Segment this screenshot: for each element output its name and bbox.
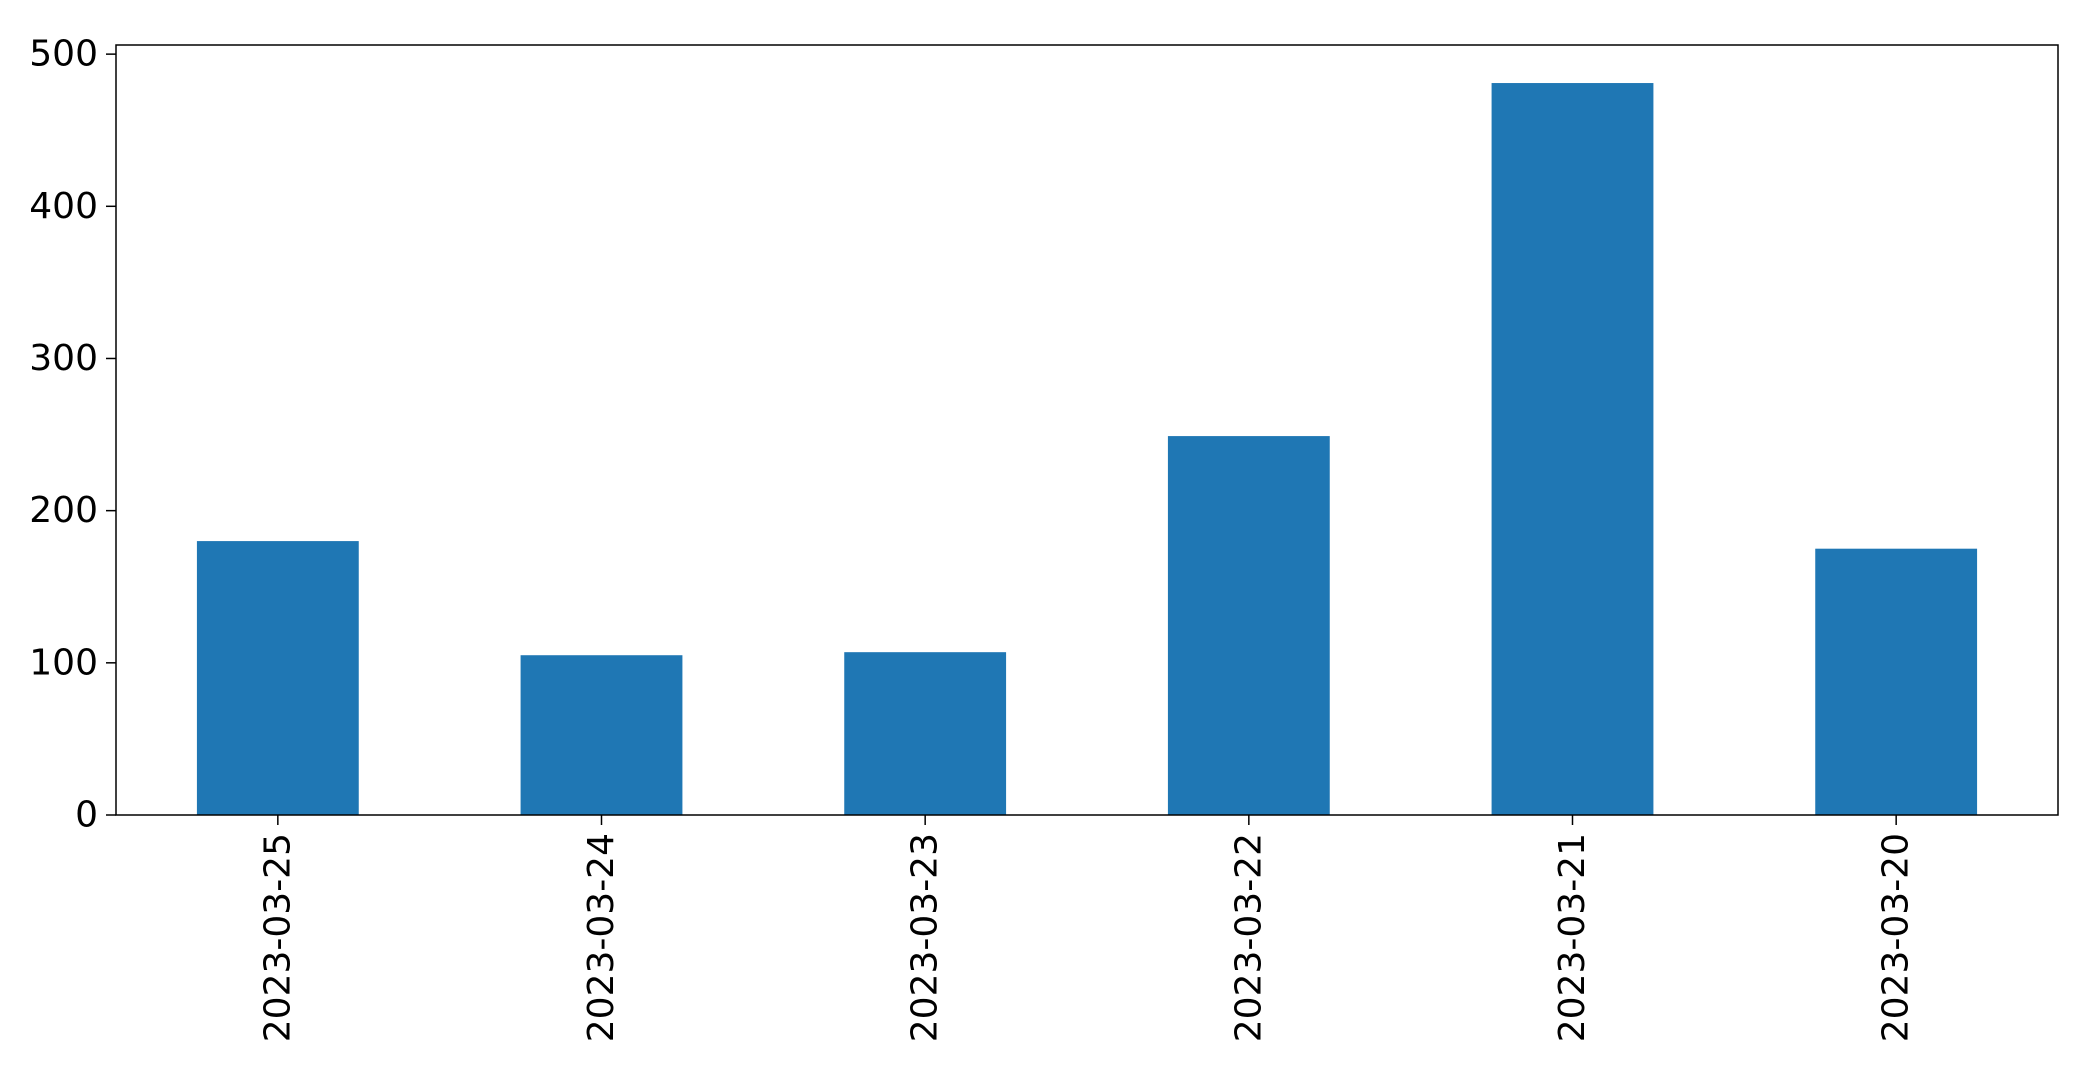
x-tick-label: 2023-03-25: [257, 833, 298, 1042]
y-tick-label: 400: [29, 186, 98, 227]
y-tick-label: 100: [29, 642, 98, 683]
bar-2023-03-22: [1167, 436, 1330, 815]
bar-2023-03-24: [520, 655, 683, 815]
x-tick-label: 2023-03-21: [1552, 833, 1593, 1042]
y-tick-label: 0: [75, 795, 98, 836]
x-tick-label: 2023-03-23: [905, 833, 946, 1042]
plot-background: [116, 45, 2058, 815]
bar-2023-03-23: [844, 652, 1007, 815]
y-tick-label: 200: [29, 490, 98, 531]
x-tick-label: 2023-03-22: [1228, 833, 1269, 1042]
x-tick-label: 2023-03-24: [581, 833, 622, 1042]
y-tick-label: 500: [29, 34, 98, 75]
bars-group: [196, 83, 1978, 816]
y-tick-label: 300: [29, 338, 98, 379]
x-axis-ticks: 2023-03-25 2023-03-24 2023-03-23 2023-03-22…: [257, 815, 1917, 1042]
y-axis-ticks: 0 100 200 300 400 500: [29, 34, 116, 836]
bar-2023-03-25: [196, 541, 359, 815]
bar-2023-03-20: [1815, 548, 1978, 815]
plot-frame: [115, 44, 2059, 816]
bar-2023-03-21: [1491, 83, 1654, 816]
x-tick-label: 2023-03-20: [1876, 833, 1917, 1042]
